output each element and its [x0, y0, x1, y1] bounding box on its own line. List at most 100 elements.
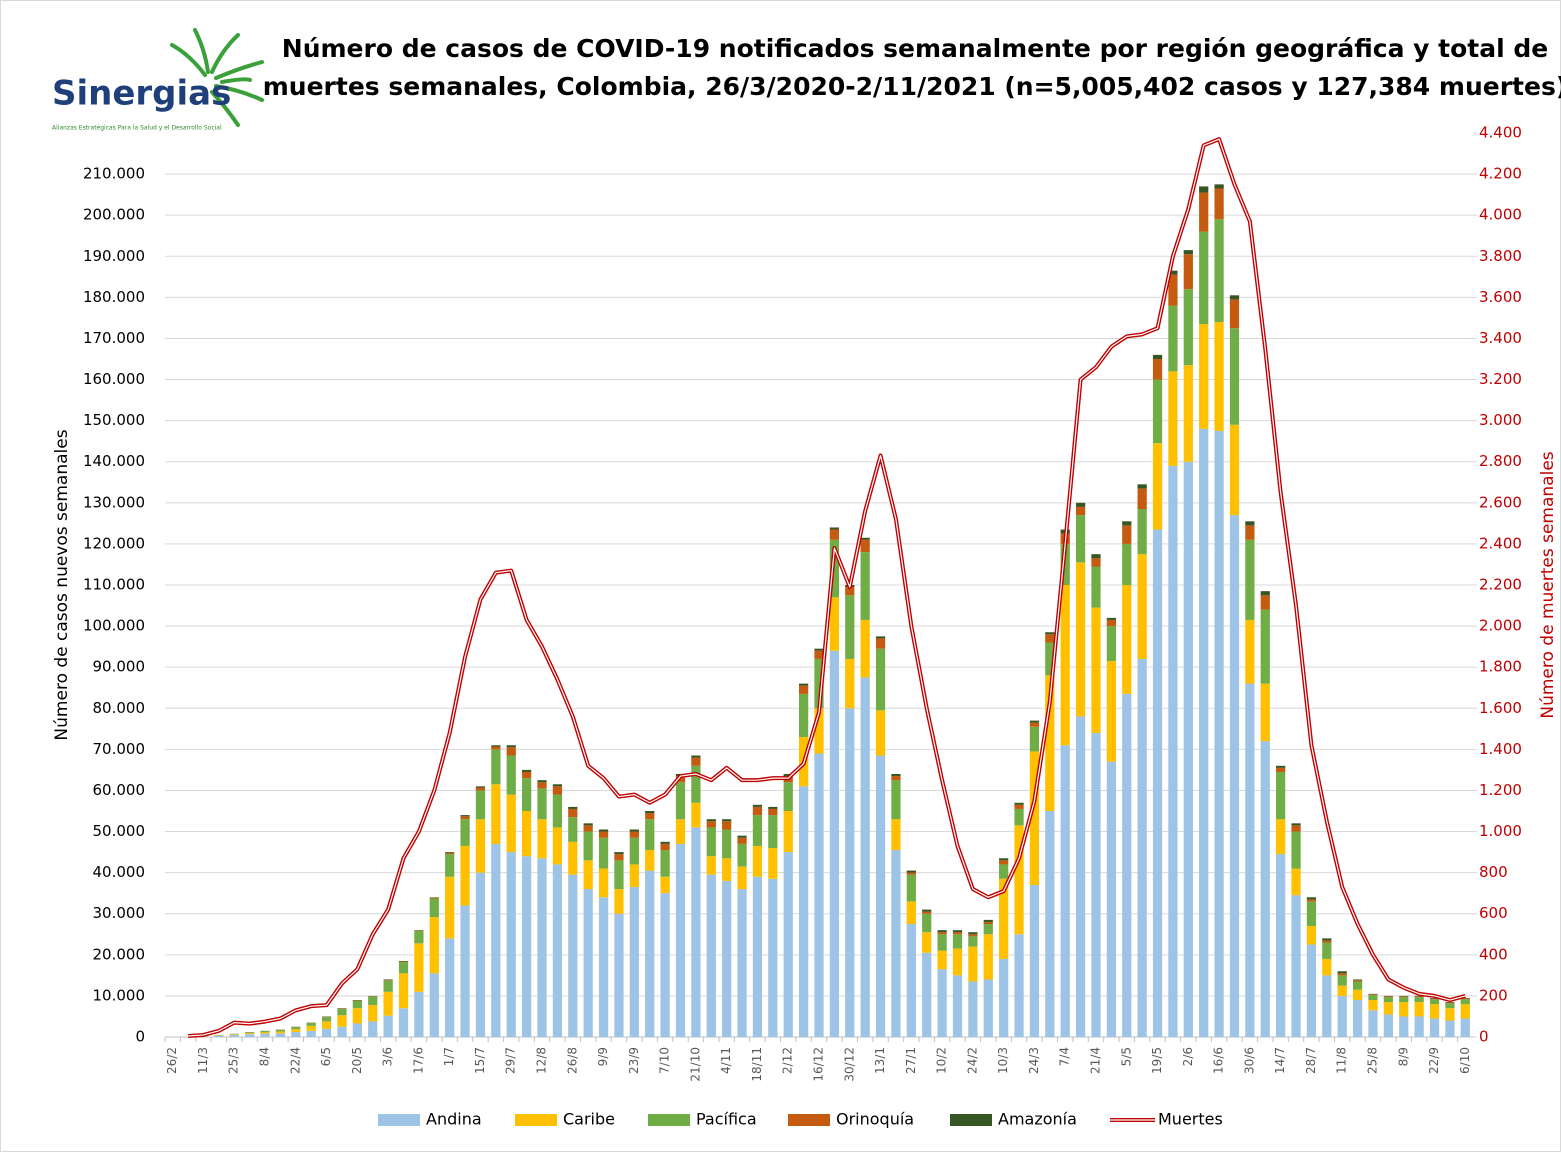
bar-segment — [598, 837, 609, 869]
bar-segment — [1276, 767, 1286, 772]
bar-segment — [1045, 811, 1055, 1037]
y-tick-label: 160.000 — [83, 370, 145, 388]
bar-segment — [1276, 854, 1286, 1037]
bar-segment — [291, 1027, 301, 1030]
bar-segment — [1306, 944, 1317, 1037]
bar-segment — [445, 852, 455, 853]
bar-segment — [429, 917, 439, 974]
bar-segment — [783, 774, 793, 777]
x-tick-label: 9/9 — [596, 1047, 610, 1066]
bar-segment — [1152, 443, 1163, 530]
y2-tick-label: 0 — [1479, 1028, 1489, 1046]
bar-segment — [1199, 192, 1209, 232]
bar-segment — [752, 845, 763, 877]
x-tick-label: 22/9 — [1427, 1047, 1441, 1074]
bar-segment — [1429, 999, 1440, 1005]
x-tick-label: 7/10 — [658, 1047, 672, 1074]
bar-segment — [1214, 219, 1224, 323]
bar-segment — [1260, 741, 1270, 1037]
bar-segment — [1460, 999, 1470, 1005]
bar-segment — [460, 905, 470, 1037]
x-tick-label: 22/4 — [288, 1047, 302, 1074]
legend-item: Orinoquía — [788, 1110, 914, 1129]
bar-segment — [675, 782, 686, 820]
bar-segment — [845, 658, 855, 709]
bar-segment — [460, 845, 470, 906]
y2-tick-label: 3.800 — [1479, 247, 1522, 265]
bar-segment — [475, 787, 486, 791]
bar-segment — [1199, 186, 1209, 193]
bar-segment — [1060, 745, 1070, 1037]
y-tick-label: 140.000 — [83, 452, 145, 470]
bar-segment — [875, 648, 886, 711]
y2-tick-label: 1.000 — [1479, 822, 1522, 840]
x-tick-label: 11/8 — [1335, 1047, 1349, 1074]
bar-segment — [1229, 295, 1240, 300]
bar-segment — [1245, 539, 1255, 620]
bar-segment — [475, 790, 486, 820]
x-tick-label: 21/10 — [688, 1047, 702, 1082]
bar-segment — [629, 829, 639, 832]
bar-segment — [783, 852, 793, 1037]
bar-segment — [1152, 354, 1163, 359]
x-tick-label: 6/10 — [1458, 1047, 1472, 1074]
y-tick-label: 40.000 — [93, 863, 146, 881]
x-tick-label: 13/1 — [873, 1047, 887, 1074]
bar-segment — [1122, 585, 1132, 694]
bar-segment — [1460, 998, 1470, 1000]
bar-segment — [429, 897, 439, 899]
bar-segment — [845, 587, 855, 596]
bar-segment — [1029, 884, 1040, 1037]
x-tick-label: 1/7 — [442, 1047, 456, 1066]
legend-label: Andina — [426, 1110, 482, 1129]
bar-segment — [1152, 359, 1163, 380]
bar-segment — [491, 843, 501, 1037]
bar-segment — [722, 829, 732, 859]
bar-segment — [906, 870, 916, 873]
bar-segment — [999, 860, 1009, 865]
bar-segment — [660, 843, 670, 851]
logo-leaves — [170, 28, 264, 127]
bar-segment — [660, 893, 670, 1037]
bar-segment — [1152, 379, 1163, 444]
bar-segment — [1306, 899, 1317, 902]
bar-segment — [1229, 515, 1240, 1037]
bar-segment — [1383, 996, 1393, 998]
bar-segment — [737, 837, 747, 844]
y-tick-label: 10.000 — [93, 986, 146, 1004]
bar-segment — [875, 636, 886, 639]
bar-segment — [937, 950, 947, 970]
bar-segment — [706, 856, 716, 875]
legend-swatch — [788, 1114, 830, 1126]
bar-segment — [506, 747, 516, 756]
bar-segment — [814, 650, 824, 659]
bar-segment — [1214, 188, 1224, 220]
bar-segment — [968, 934, 978, 937]
bar-segment — [1060, 585, 1070, 746]
bar-segment — [352, 1008, 362, 1024]
bar-segment — [737, 889, 747, 1037]
bar-segment — [306, 1030, 316, 1037]
bar-segment — [768, 847, 778, 879]
bar-segment — [598, 831, 609, 838]
y-tick-label: 180.000 — [83, 288, 145, 306]
bar-segment — [1106, 661, 1116, 762]
bar-segment — [691, 827, 701, 1037]
bar-segment — [1352, 1000, 1363, 1037]
bar-segment — [1306, 901, 1317, 927]
bar-segment — [722, 821, 732, 830]
bar-segment — [968, 981, 978, 1037]
bar-segment — [660, 850, 670, 877]
bar-segment — [722, 858, 732, 881]
bar-segment — [522, 771, 532, 779]
bar-segment — [1337, 971, 1347, 974]
bar-segment — [798, 786, 809, 1037]
bar-segment — [1322, 958, 1332, 976]
bar-segment — [1091, 554, 1101, 559]
bar-segment — [460, 816, 470, 820]
bar-segment — [568, 817, 578, 842]
y2-tick-label: 2.200 — [1479, 576, 1522, 594]
bar-segment — [506, 755, 516, 795]
logo-name: Sinergias — [52, 74, 231, 114]
bar-segment — [1414, 1002, 1424, 1017]
